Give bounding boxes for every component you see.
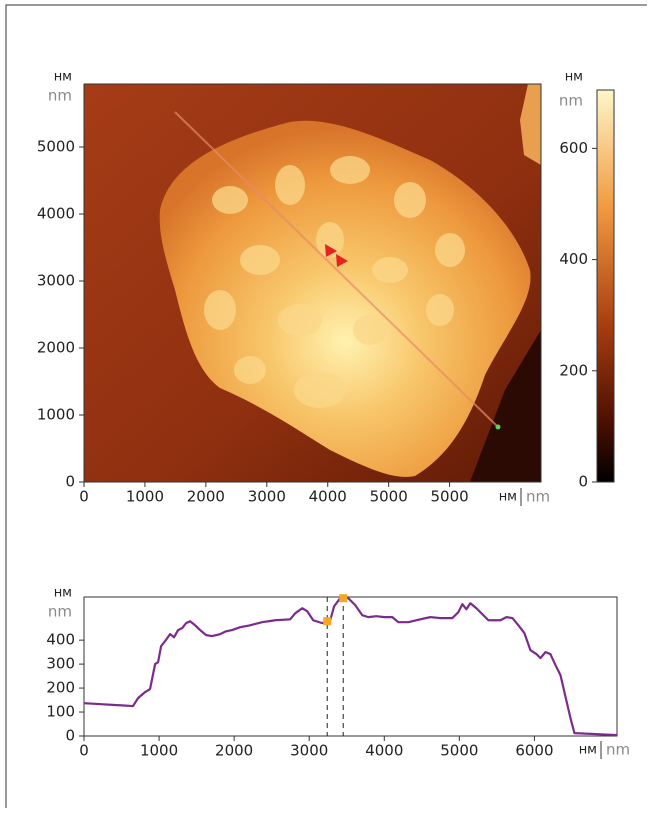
y-tick-label: 3000 [37,271,75,289]
x-tick-label: 3000 [248,488,286,506]
y-unit-alt: nm [48,87,72,105]
x-tick-label: 5000 [440,742,478,760]
colorbar-tick-label: 200 [559,361,588,379]
colorbar-tick-label: 0 [578,473,588,491]
x-tick-label: 2000 [215,742,253,760]
cursor-point [339,594,348,603]
x-unit: нм [499,490,517,505]
y-unit: нм [54,70,72,85]
colorbar-tick-label: 400 [559,250,588,268]
x-unit-alt: nm [606,741,630,759]
afm-image [84,84,541,482]
x-tick-label: 4000 [309,488,347,506]
y-unit: нм [54,586,72,601]
colorbar-unit-alt: nm [559,92,583,110]
x-tick-label: 0 [79,742,89,760]
y-tick-label: 400 [46,631,75,649]
y-tick-label: 200 [46,679,75,697]
x-tick-label: 0 [79,488,89,506]
frame [5,4,647,808]
y-tick-label: 2000 [37,338,75,356]
y-unit-alt: nm [48,603,72,621]
colorbar [596,89,615,483]
colorbar-tick-label: 600 [559,139,588,157]
x-tick-label: 4000 [365,742,403,760]
x-tick-label: 3000 [290,742,328,760]
x-tick-label: 5000 [370,488,408,506]
x-unit-alt: nm [526,488,550,506]
plot-frame [83,596,618,737]
x-tick-label: 1000 [126,488,164,506]
y-tick-label: 4000 [37,204,75,222]
x-unit: нм [579,743,597,758]
y-tick-label: 100 [46,703,75,721]
y-tick-label: 5000 [37,137,75,155]
y-tick-label: 1000 [37,405,75,423]
profile-line [83,597,618,737]
y-tick-label: 0 [65,473,75,491]
colorbar-unit: нм [565,70,583,85]
cursor-point [323,617,332,626]
x-tick-label: 6000 [515,742,553,760]
y-tick-label: 0 [65,727,75,745]
x-tick-label: 2000 [187,488,225,506]
x-tick-label: 1000 [140,742,178,760]
plot-frame [83,83,542,483]
x-tick-label: 5000 [431,488,469,506]
y-tick-label: 300 [46,655,75,673]
